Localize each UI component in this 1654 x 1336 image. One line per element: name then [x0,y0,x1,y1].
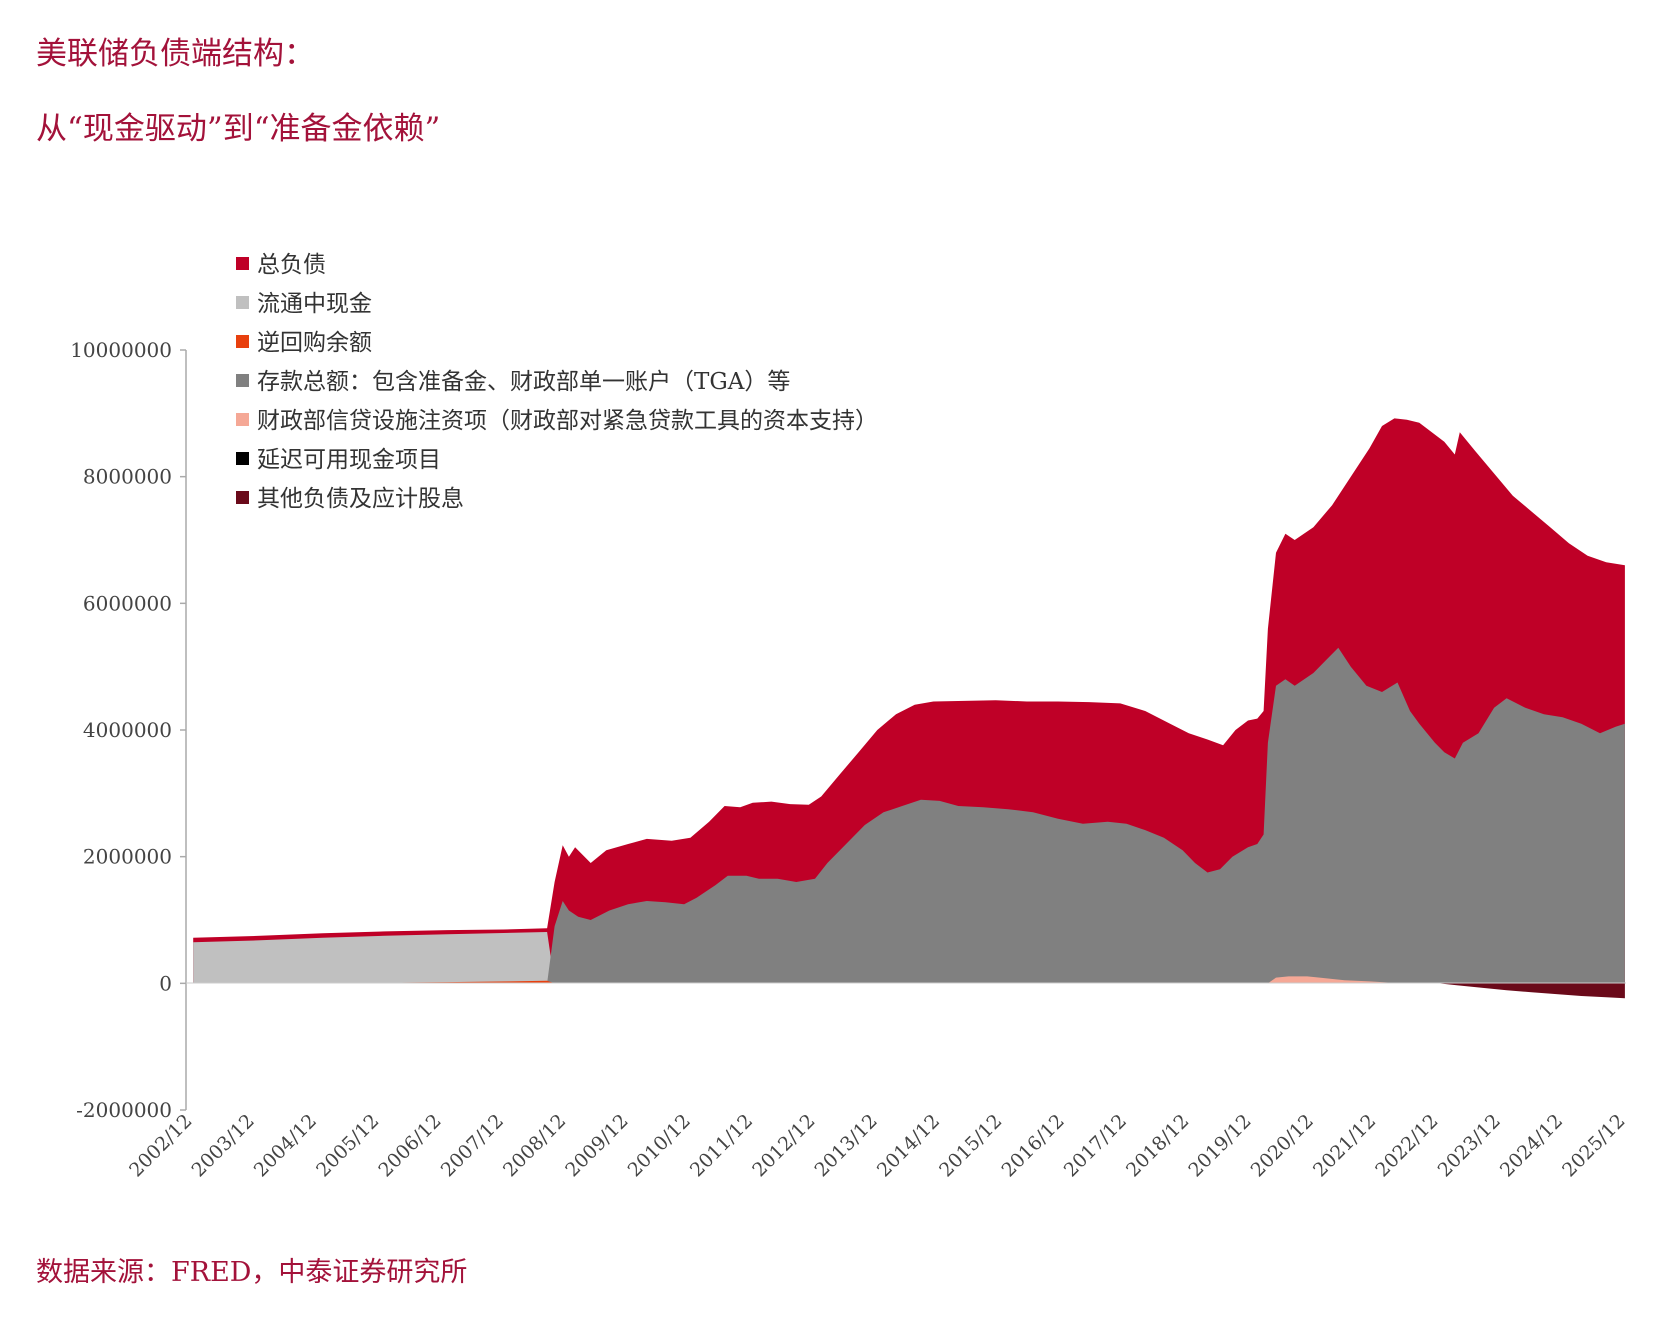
x-tick-label: 2015/12 [935,1110,1006,1181]
plot-areas [193,418,1625,999]
legend-swatch-treasury-credit [236,413,249,426]
chart-title-line1: 美联储负债端结构： [36,36,315,72]
x-ticks: 2002/122003/122004/122005/122006/122007/… [125,1110,1629,1181]
x-tick-label: 2023/12 [1434,1110,1505,1181]
legend-label-currency: 流通中现金 [257,291,372,317]
legend-label-reverse-repo: 逆回购余额 [257,330,372,356]
x-tick-label: 2003/12 [187,1110,258,1181]
series-area-treasury-credit [1267,976,1401,984]
series-area-deposits [193,647,1625,984]
y-tick-label: 4000000 [83,718,172,742]
x-tick-label: 2014/12 [873,1110,944,1181]
x-tick-label: 2012/12 [748,1110,819,1181]
y-ticks: 10000000 8000000 6000000 4000000 2000000 0 -20… [70,338,186,1122]
x-tick-label: 2016/12 [997,1110,1068,1181]
x-tick-label: 2017/12 [1060,1110,1131,1181]
y-tick-label: 10000000 [70,338,172,362]
x-tick-label: 2004/12 [250,1110,321,1181]
x-tick-label: 2007/12 [437,1110,508,1181]
legend-swatch-currency [236,296,249,309]
x-tick-label: 2011/12 [686,1110,757,1181]
x-tick-label: 2005/12 [312,1110,383,1181]
x-tick-label: 2010/12 [624,1110,695,1181]
y-tick-label: 6000000 [83,591,172,615]
y-tick-label: 0 [159,971,172,995]
x-tick-label: 2024/12 [1496,1110,1567,1181]
x-tick-label: 2006/12 [374,1110,445,1181]
legend-swatch-reverse-repo [236,335,249,348]
legend-swatch-deferred-cash [236,452,249,465]
legend: 总负债流通中现金逆回购余额存款总额：包含准备金、财政部单一账户（TGA）等财政部… [236,252,878,512]
x-tick-label: 2009/12 [561,1110,632,1181]
series-area-other [1438,983,1625,999]
x-tick-label: 2018/12 [1122,1110,1193,1181]
source-note: 数据来源：FRED，中泰证券研究所 [36,1257,468,1288]
y-tick-label: 2000000 [83,845,172,869]
legend-label-total: 总负债 [257,252,326,278]
x-tick-label: 2008/12 [499,1110,570,1181]
legend-label-deferred-cash: 延迟可用现金项目 [257,447,441,473]
x-tick-label: 2013/12 [810,1110,881,1181]
x-tick-label: 2025/12 [1558,1110,1629,1181]
x-tick-label: 2021/12 [1309,1110,1380,1181]
chart-title-line2: 从“现金驱动”到“准备金依赖” [36,111,441,147]
legend-swatch-other [236,491,249,504]
y-tick-label: -2000000 [76,1098,172,1122]
legend-swatch-deposits [236,374,249,387]
y-tick-label: 8000000 [83,465,172,489]
legend-label-deposits: 存款总额：包含准备金、财政部单一账户（TGA）等 [257,369,790,395]
legend-label-treasury-credit: 财政部信贷设施注资项（财政部对紧急贷款工具的资本支持） [257,408,878,434]
legend-swatch-total [236,257,249,270]
series-area-currency [193,932,555,984]
legend-label-other: 其他负债及应计股息 [257,486,464,512]
x-tick-label: 2020/12 [1247,1110,1318,1181]
x-tick-label: 2022/12 [1371,1110,1442,1181]
x-tick-label: 2019/12 [1184,1110,1255,1181]
